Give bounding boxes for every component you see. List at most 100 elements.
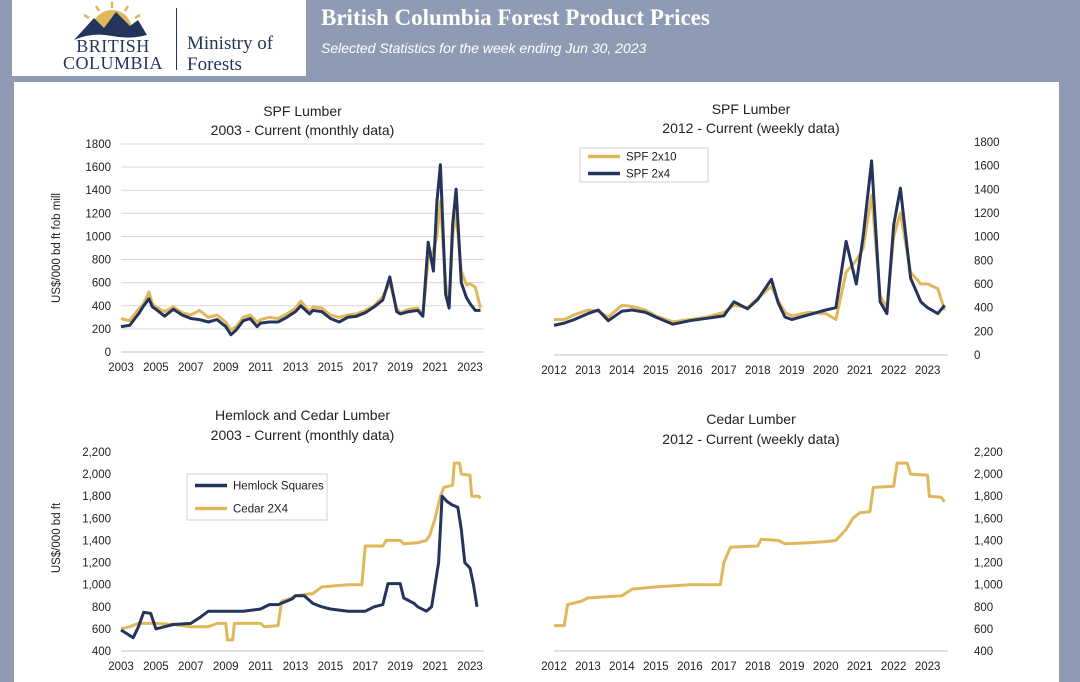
header-banner: BRITISH COLUMBIA Ministry of Forests Bri… xyxy=(0,0,1080,80)
y-tick-label: 800 xyxy=(974,255,993,267)
legend-box xyxy=(579,147,709,183)
chart-title-line1: Hemlock and Cedar Lumber xyxy=(215,407,390,423)
x-tick-label: 2021 xyxy=(422,661,448,673)
x-tick-label: 2022 xyxy=(881,365,907,377)
y-tick-label: 2,000 xyxy=(974,469,1003,481)
logo-divider xyxy=(176,8,177,70)
series-line-1 xyxy=(120,494,479,640)
chart-legend: Hemlock Squares Cedar 2X4 xyxy=(186,473,328,521)
bc-logo: BRITISH COLUMBIA Ministry of Forests xyxy=(12,0,306,76)
y-tick-label: 400 xyxy=(92,646,111,658)
x-tick-label: 2013 xyxy=(283,362,309,374)
x-tick-label: 2011 xyxy=(248,362,273,374)
y-tick-label: 800 xyxy=(92,602,111,614)
x-tick-label: 2013 xyxy=(575,365,601,377)
x-tick-label: 2007 xyxy=(178,661,204,673)
y-tick-label: 1400 xyxy=(85,185,111,197)
charts-panel xyxy=(14,82,1059,682)
x-tick-label: 2018 xyxy=(745,661,771,673)
y-tick-label: 1,600 xyxy=(974,513,1003,525)
legend-box xyxy=(186,473,328,521)
y-tick-label: 800 xyxy=(92,255,111,267)
x-tick-label: 2022 xyxy=(881,661,907,673)
series-line-0 xyxy=(120,461,482,642)
x-tick-label: 2020 xyxy=(813,661,839,673)
chart-hemlock-cedar-monthly: Hemlock and Cedar Lumber 2003 - Current (… xyxy=(51,407,484,673)
x-tick-label: 2009 xyxy=(213,661,239,673)
y-tick-label: 1,800 xyxy=(82,491,111,503)
page-title: British Columbia Forest Product Prices xyxy=(321,5,710,30)
ministry-line1: Ministry of xyxy=(187,33,274,54)
bc-wordmark-line1: BRITISH xyxy=(76,36,150,56)
x-tick-label: 2013 xyxy=(575,661,601,673)
y-tick-label: 1400 xyxy=(974,184,1000,196)
y-tick-label: 600 xyxy=(974,624,993,636)
y-tick-label: 0 xyxy=(974,350,980,362)
x-tick-label: 2016 xyxy=(677,365,703,377)
y-tick-label: 1,400 xyxy=(82,535,111,547)
x-tick-label: 2017 xyxy=(711,365,737,377)
chart-title-line2: 2012 - Current (weekly data) xyxy=(662,120,839,136)
x-tick-label: 2011 xyxy=(248,661,273,673)
legend-label: SPF 2x10 xyxy=(626,152,677,164)
y-tick-label: 800 xyxy=(974,602,993,614)
legend-label: Hemlock Squares xyxy=(233,481,324,493)
x-tick-label: 2023 xyxy=(457,661,483,673)
x-tick-label: 2007 xyxy=(178,362,204,374)
chart-title-line2: 2003 - Current (monthly data) xyxy=(211,427,395,443)
x-tick-label: 2018 xyxy=(745,365,771,377)
x-tick-label: 2005 xyxy=(143,661,169,673)
y-tick-label: 400 xyxy=(974,646,993,658)
chart-legend: SPF 2x10 SPF 2x4 xyxy=(579,147,709,183)
y-tick-label: 2,200 xyxy=(974,447,1003,459)
x-tick-label: 2012 xyxy=(541,365,567,377)
x-tick-label: 2014 xyxy=(609,365,635,377)
bc-sun-emblem-icon xyxy=(74,2,150,40)
x-tick-label: 2003 xyxy=(108,661,134,673)
y-tick-label: 1600 xyxy=(85,162,111,174)
y-axis-label: US$/000 bd ft xyxy=(51,502,63,573)
ministry-name: Ministry of Forests xyxy=(187,33,273,75)
series-line-1 xyxy=(553,159,946,327)
x-tick-label: 2003 xyxy=(108,362,134,374)
bc-wordmark: BRITISH COLUMBIA xyxy=(52,36,174,73)
x-tick-label: 2019 xyxy=(387,661,413,673)
x-tick-label: 2021 xyxy=(422,362,448,374)
x-tick-label: 2019 xyxy=(387,362,413,374)
series-line-0 xyxy=(554,461,946,628)
y-tick-label: 200 xyxy=(92,324,111,336)
x-tick-label: 2017 xyxy=(711,661,737,673)
y-tick-label: 400 xyxy=(974,303,993,315)
x-tick-label: 2015 xyxy=(643,365,669,377)
y-tick-label: 2,200 xyxy=(82,447,111,459)
x-tick-label: 2019 xyxy=(779,365,805,377)
y-tick-label: 200 xyxy=(974,326,993,338)
x-tick-label: 2021 xyxy=(847,365,873,377)
y-tick-label: 0 xyxy=(105,347,111,359)
y-tick-label: 600 xyxy=(92,278,111,290)
chart-spf-monthly: SPF Lumber 2003 - Current (monthly data) 0… xyxy=(51,103,484,374)
chart-title-line2: 2012 - Current (weekly data) xyxy=(662,431,839,447)
y-tick-label: 1,200 xyxy=(82,558,111,570)
y-tick-label: 1800 xyxy=(974,137,1000,149)
x-tick-label: 2015 xyxy=(318,362,344,374)
y-tick-label: 1000 xyxy=(974,232,1000,244)
y-tick-label: 1,000 xyxy=(82,580,111,592)
chart-spf-weekly: SPF Lumber 2012 - Current (weekly data) 0 2… xyxy=(541,101,1000,377)
x-tick-label: 2019 xyxy=(779,661,805,673)
x-tick-label: 2017 xyxy=(353,661,379,673)
x-tick-label: 2014 xyxy=(609,661,635,673)
y-tick-label: 600 xyxy=(974,279,993,291)
series-line-0 xyxy=(554,193,947,324)
x-tick-label: 2021 xyxy=(847,661,873,673)
y-tick-label: 1,200 xyxy=(974,558,1003,570)
y-tick-label: 1,800 xyxy=(974,491,1003,503)
ministry-line2: Forests xyxy=(187,54,242,75)
chart-title-line1: SPF Lumber xyxy=(263,103,342,119)
y-tick-label: 1800 xyxy=(85,139,111,151)
y-tick-label: 1,000 xyxy=(974,580,1003,592)
chart-title-line1: SPF Lumber xyxy=(712,101,791,117)
y-tick-label: 1200 xyxy=(85,208,111,220)
x-tick-label: 2012 xyxy=(541,661,567,673)
bc-wordmark-line2: COLUMBIA xyxy=(62,53,163,73)
